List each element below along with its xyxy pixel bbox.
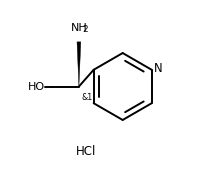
Text: &1: &1 <box>81 93 93 102</box>
Text: 2: 2 <box>82 25 88 34</box>
Text: NH: NH <box>70 23 87 33</box>
Text: HO: HO <box>27 81 45 92</box>
Text: HCl: HCl <box>76 145 96 158</box>
Text: N: N <box>154 62 162 75</box>
Polygon shape <box>77 42 81 86</box>
